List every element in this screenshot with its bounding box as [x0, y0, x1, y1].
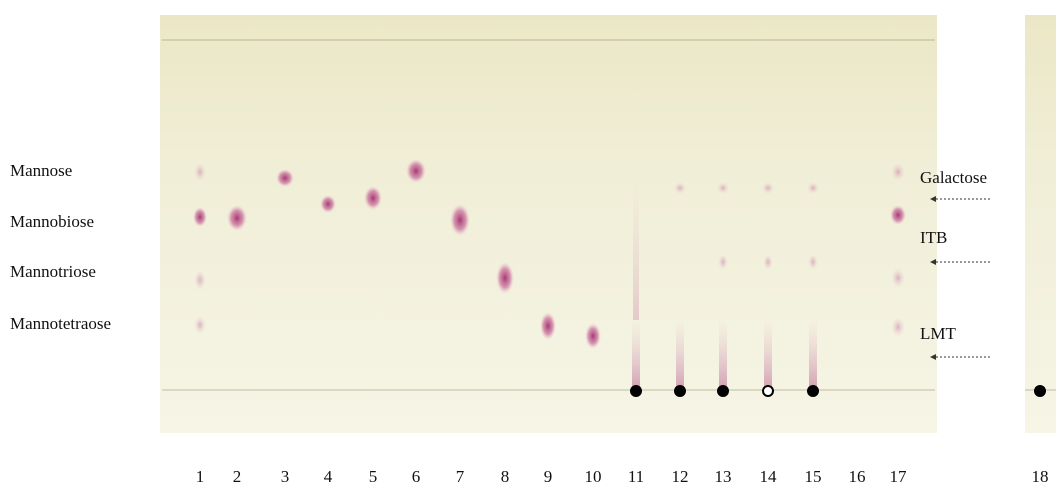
- spot: [763, 254, 773, 270]
- lane-number: 1: [196, 467, 205, 486]
- spot: [276, 169, 294, 187]
- spot: [406, 159, 426, 183]
- sample-label: ITB: [920, 228, 947, 247]
- tlc-figure: Mannose Mannobiose Mannotriose Mannotetraos…: [0, 0, 1056, 489]
- origin-dot: [763, 386, 773, 396]
- spot: [194, 163, 206, 181]
- lane-number: 10: [585, 467, 602, 486]
- streak: [764, 320, 772, 388]
- lane-number: 9: [544, 467, 553, 486]
- sugar-label: Mannose: [10, 161, 72, 180]
- spot: [320, 195, 336, 213]
- lane-number: 7: [456, 467, 465, 486]
- spot: [807, 182, 819, 194]
- spot: [194, 270, 206, 290]
- origin-dot: [718, 386, 728, 396]
- lane-number: 14: [760, 467, 778, 486]
- spot: [674, 182, 686, 194]
- tlc-plate: [160, 15, 937, 433]
- sugar-label: Mannotetraose: [10, 314, 111, 333]
- streak: [809, 320, 817, 388]
- sample-label: LMT: [920, 324, 957, 343]
- spot: [891, 163, 905, 181]
- spot: [762, 182, 774, 194]
- sugar-label: Mannotriose: [10, 262, 96, 281]
- origin-dot: [675, 386, 685, 396]
- sample-label: Galactose: [920, 168, 987, 187]
- spot: [717, 182, 729, 194]
- lane-number: 8: [501, 467, 510, 486]
- spot: [193, 207, 207, 227]
- lane-number: 11: [628, 467, 644, 486]
- spot: [891, 317, 905, 337]
- lane-number: 6: [412, 467, 421, 486]
- origin-dot: [1035, 386, 1045, 396]
- origin-dot: [808, 386, 818, 396]
- spot: [194, 316, 206, 334]
- lane-number: 5: [369, 467, 378, 486]
- spot: [718, 254, 728, 270]
- spot: [585, 323, 601, 349]
- spot: [891, 268, 905, 288]
- spot: [890, 205, 906, 225]
- spot: [364, 186, 382, 210]
- streak: [633, 180, 639, 320]
- streak: [676, 320, 684, 388]
- origin-dot: [631, 386, 641, 396]
- spot: [540, 312, 556, 340]
- lane-number: 2: [233, 467, 242, 486]
- streak: [719, 320, 727, 388]
- spot: [496, 262, 514, 294]
- lane-number: 13: [715, 467, 732, 486]
- lane-number: 17: [890, 467, 908, 486]
- streak: [632, 320, 640, 388]
- tlc-plate-second: [1025, 15, 1056, 433]
- lane-number: 3: [281, 467, 290, 486]
- lane-number: 4: [324, 467, 333, 486]
- spot: [227, 205, 247, 231]
- sugar-label: Mannobiose: [10, 212, 94, 231]
- lane-number: 18: [1032, 467, 1049, 486]
- spot: [450, 204, 470, 236]
- lane-number: 12: [672, 467, 689, 486]
- lane-number: 16: [849, 467, 866, 486]
- spot: [808, 254, 818, 270]
- lane-number: 15: [805, 467, 822, 486]
